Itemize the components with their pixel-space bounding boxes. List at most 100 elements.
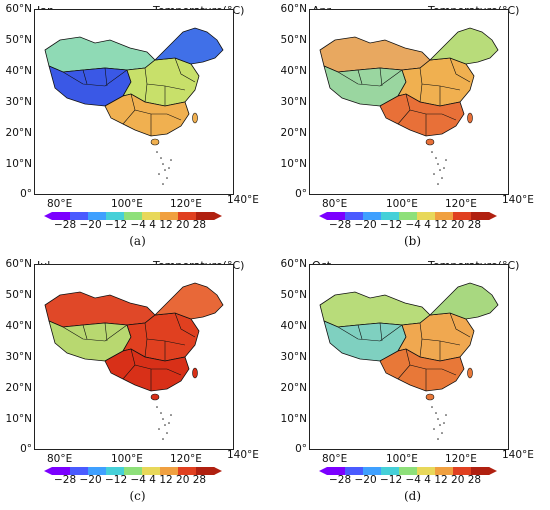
- sea-island-dot: [433, 428, 435, 430]
- province-border: [397, 364, 411, 380]
- province-border: [144, 83, 148, 103]
- lon-tick: 80°E: [47, 453, 73, 465]
- lat-tick: 40°N: [5, 320, 32, 332]
- province-border: [104, 322, 108, 342]
- lon-tick: 100°E: [111, 198, 143, 210]
- sea-island-dot: [164, 424, 166, 426]
- lat-tick: 20°N: [5, 382, 32, 394]
- colorbar-segment: [106, 467, 125, 475]
- colorbar-segment: [52, 467, 71, 475]
- lat-tick: 40°N: [280, 65, 307, 77]
- colorbar-segment: [471, 212, 490, 220]
- lat-tick: 30°N: [5, 351, 32, 363]
- lon-tick: 140°E: [227, 194, 259, 206]
- map-region-south: [104, 348, 190, 392]
- colorbar-segment: [142, 467, 161, 475]
- colorbar-segment: [399, 212, 418, 220]
- lat-tick: 50°N: [280, 289, 307, 301]
- lon-tick: 140°E: [227, 449, 259, 461]
- colorbar-extend-low: [44, 212, 52, 220]
- province-border: [174, 57, 196, 83]
- sea-island-dot: [443, 167, 445, 169]
- sea-island-dot: [168, 167, 170, 169]
- sea-island-dot: [170, 414, 172, 416]
- sea-island-dot: [435, 157, 437, 159]
- island-hainan: [425, 393, 435, 401]
- map-region-ne: [153, 27, 224, 65]
- colorbar-segment: [70, 467, 89, 475]
- sea-island-dot: [445, 414, 447, 416]
- colorbar-extend-low: [44, 467, 52, 475]
- sea-island-dot: [431, 406, 433, 408]
- colorbar-ticks: −28 −20 −12 −4 4 12 20 28: [329, 219, 482, 231]
- temperature-map: [44, 282, 224, 440]
- colorbar-extend-high: [214, 212, 222, 220]
- sea-island-dot: [441, 432, 443, 434]
- map-panel-jan: Jan Temperature(°C) 60°N 50°N 40°N 30°N …: [0, 0, 275, 255]
- colorbar-segment: [124, 467, 143, 475]
- province-border: [337, 324, 403, 342]
- colorbar-segment: [381, 212, 400, 220]
- colorbar-segment: [381, 467, 400, 475]
- lon-tick: 100°E: [386, 198, 418, 210]
- island-taiwan: [467, 367, 473, 379]
- map-region-nw: [44, 291, 156, 328]
- colorbar-segment: [363, 467, 382, 475]
- lat-tick: 30°N: [280, 96, 307, 108]
- colorbar-segment: [471, 467, 490, 475]
- colorbar-ticks: −28 −20 −12 −4 4 12 20 28: [329, 474, 482, 486]
- colorbar-segment: [417, 467, 436, 475]
- colorbar-segment: [124, 212, 143, 220]
- sea-island-dot: [435, 412, 437, 414]
- map-panel-oct: Oct Temperature(°C) 60°N 50°N 40°N 30°N …: [275, 255, 550, 510]
- sea-island-dot: [162, 183, 164, 185]
- sea-island-dot: [441, 177, 443, 179]
- province-border: [357, 69, 363, 85]
- province-border: [337, 69, 403, 87]
- colorbar-extend-low: [319, 212, 327, 220]
- panel-caption: (a): [129, 234, 146, 248]
- sea-island-dot: [433, 173, 435, 175]
- province-border: [419, 338, 423, 358]
- province-border: [62, 324, 128, 342]
- province-border: [419, 83, 423, 103]
- map-region-south: [379, 93, 465, 137]
- lat-tick: 0°: [20, 188, 32, 200]
- lat-tick: 50°N: [5, 34, 32, 46]
- map-frame: [34, 9, 234, 195]
- sea-island-dot: [437, 418, 439, 420]
- province-border: [449, 57, 471, 83]
- colorbar-segment: [142, 212, 161, 220]
- colorbar-segment: [435, 212, 454, 220]
- map-region-ne: [428, 27, 499, 65]
- province-border: [449, 312, 471, 338]
- sea-island-dot: [166, 432, 168, 434]
- lat-tick: 20°N: [280, 127, 307, 139]
- island-taiwan: [192, 112, 198, 124]
- colorbar-segment: [178, 212, 197, 220]
- map-panel-apr: Apr Temperature(°C) 60°N 50°N 40°N 30°N …: [275, 0, 550, 255]
- sea-island-dot: [160, 412, 162, 414]
- colorbar-extend-high: [489, 212, 497, 220]
- sea-island-dot: [156, 151, 158, 153]
- lon-tick: 80°E: [322, 198, 348, 210]
- lat-tick: 0°: [295, 188, 307, 200]
- sea-island-dot: [162, 418, 164, 420]
- panel-caption: (d): [403, 489, 422, 503]
- colorbar-segment: [363, 212, 382, 220]
- colorbar-segment: [453, 212, 472, 220]
- lat-tick: 50°N: [280, 34, 307, 46]
- colorbar-segment: [52, 212, 71, 220]
- province-border: [82, 69, 88, 85]
- map-region-ne: [153, 282, 224, 320]
- province-border: [144, 322, 186, 346]
- lon-tick: 140°E: [502, 194, 534, 206]
- island-taiwan: [467, 112, 473, 124]
- colorbar-segment: [196, 212, 215, 220]
- lat-tick: 60°N: [5, 3, 32, 15]
- sea-island-dot: [437, 163, 439, 165]
- lat-tick: 20°N: [5, 127, 32, 139]
- colorbar-segment: [106, 212, 125, 220]
- colorbar-segment: [435, 467, 454, 475]
- sea-island-dot: [439, 424, 441, 426]
